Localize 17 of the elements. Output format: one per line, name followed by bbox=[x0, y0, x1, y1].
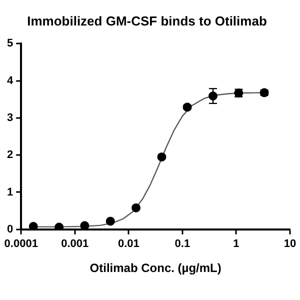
point bbox=[28, 222, 38, 230]
x-tick-label: 0.0001 bbox=[4, 238, 38, 250]
x-tick-label: 0.01 bbox=[118, 238, 140, 250]
y-tick-label: 1 bbox=[6, 186, 14, 198]
y-tick-label: 3 bbox=[6, 112, 14, 124]
chart-title: Immobilized GM-CSF binds to Otilimab bbox=[27, 13, 267, 28]
x-tick-label: 0.1 bbox=[174, 238, 190, 250]
x-axis-title: Otilimab Conc. (µg/mL) bbox=[90, 261, 222, 276]
y-tick-label: 4 bbox=[6, 74, 14, 87]
x-tick-label: 0.001 bbox=[61, 238, 89, 250]
y-tick-label: 5 bbox=[6, 38, 14, 50]
point bbox=[80, 221, 90, 230]
point bbox=[54, 222, 64, 230]
y-tick-label: 2 bbox=[6, 149, 14, 162]
x-tick-label: 1 bbox=[233, 238, 240, 250]
y-tick-label: 0 bbox=[6, 223, 14, 236]
x-tick-label: 10 bbox=[284, 238, 296, 250]
